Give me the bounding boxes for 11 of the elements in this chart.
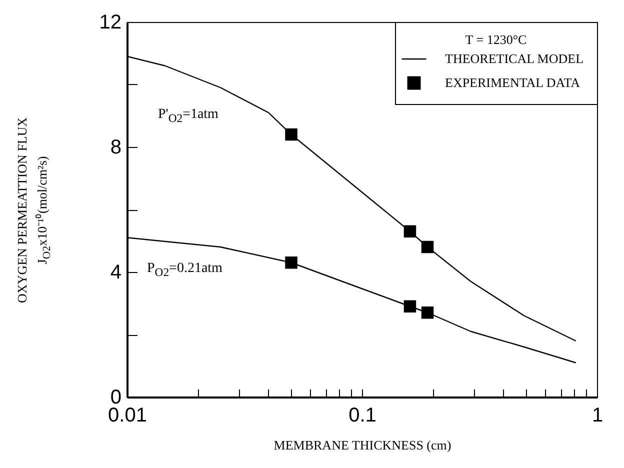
x-axis-title: MEMBRANE THICKNESS (cm) xyxy=(274,438,452,452)
x-tick-label: 1 xyxy=(592,404,604,426)
x-tick-label: 0.1 xyxy=(348,404,376,426)
legend-title: T = 1230°C xyxy=(465,32,527,47)
y-tick-label: 8 xyxy=(110,136,122,158)
annotation: P'$_{O2}$=1atm xyxy=(158,107,218,125)
legend-label: EXPERIMENTAL DATA xyxy=(445,75,581,90)
y-tick-label: 12 xyxy=(99,12,122,34)
y-tick-label: 4 xyxy=(110,262,122,284)
legend-label: THEORETICAL MODEL xyxy=(445,51,584,66)
annotation: P$_{O2}$=0.21atm xyxy=(147,261,222,279)
